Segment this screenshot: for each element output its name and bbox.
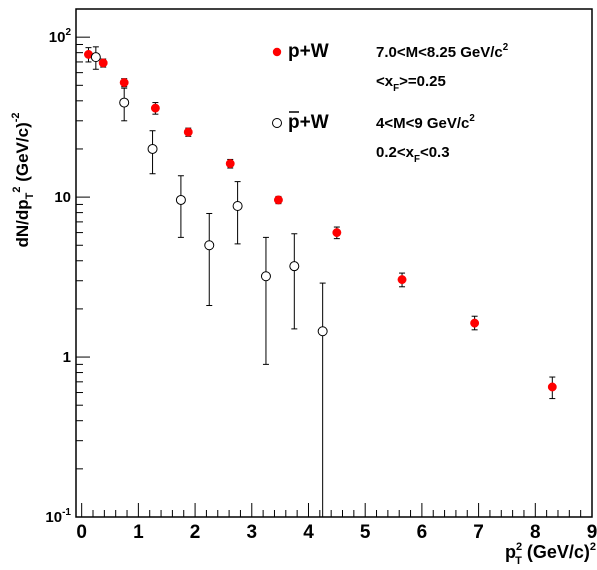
- pw-point: [183, 127, 193, 137]
- pw-point: [332, 228, 342, 238]
- pbarw-error-bar: [177, 175, 184, 238]
- axis-ticks: [76, 36, 593, 518]
- pbarw-point: [90, 52, 101, 63]
- legend: p+W 7.0<M<8.25 GeV/c2 <xF>=0.25 p+W 4<M<9 Ge…: [272, 41, 509, 165]
- pbarw-error-bar: [319, 282, 326, 517]
- pw-point: [225, 159, 235, 169]
- y-tick-label: 10: [54, 189, 71, 206]
- x-tick-label: 7: [473, 522, 484, 543]
- x-tick-label: 9: [587, 522, 597, 543]
- pw-point: [150, 103, 160, 113]
- pw-point: [273, 195, 283, 205]
- pbarw-point: [175, 194, 186, 205]
- markers: [84, 49, 557, 392]
- legend-series-name: p+W: [288, 112, 329, 133]
- y-axis-label: dN/dpT2 (GeV/c)-2: [10, 112, 36, 247]
- legend-series-name: p+W: [288, 41, 329, 62]
- pbarw-error-bar: [262, 236, 269, 365]
- x-tick-label: 4: [303, 522, 314, 543]
- pbarw-point: [289, 261, 300, 272]
- pw-point: [547, 382, 557, 392]
- legend-marker-pbarw: [272, 118, 282, 128]
- x-axis-label: p2 T (GeV/c)2: [505, 541, 596, 567]
- x-tick-label: 2: [190, 522, 201, 543]
- y-tick-label: 1: [63, 349, 71, 366]
- pbarw-error-bar: [206, 212, 213, 307]
- pw-point: [98, 58, 108, 68]
- x-tick-label: 8: [530, 522, 541, 543]
- pbarw-point: [147, 143, 158, 154]
- y-axis-title: dN/dpT2 (GeV/c)-2: [10, 112, 36, 247]
- pw-point: [397, 275, 407, 285]
- pbarw-point: [232, 200, 243, 211]
- legend-condition: 7.0<M<8.25 GeV/c2: [376, 42, 509, 61]
- x-axis-title: p2 T (GeV/c)2: [505, 541, 596, 567]
- plot-frame: [75, 8, 593, 518]
- pbarw-point: [119, 97, 130, 108]
- pw-point: [119, 78, 129, 88]
- pw-point: [470, 318, 480, 328]
- legend-marker-pw: [272, 47, 282, 57]
- x-tick-label: 5: [360, 522, 371, 543]
- pbarw-error-bar: [291, 233, 298, 330]
- pbarw-point: [260, 271, 271, 282]
- x-tick-label: 3: [246, 522, 257, 543]
- pbarw-point: [317, 326, 328, 337]
- pbarw-point: [204, 240, 215, 251]
- x-tick-label: 1: [133, 522, 144, 543]
- y-tick-label: 102: [49, 27, 72, 46]
- y-tick-label: 10-1: [45, 507, 71, 526]
- legend-condition: <xF>=0.25: [376, 73, 446, 94]
- pbarw-error-bar: [234, 181, 241, 245]
- x-tick-label: 6: [417, 522, 428, 543]
- legend-condition: 0.2<xF<0.3: [376, 144, 450, 165]
- legend-condition: 4<M<9 GeV/c2: [376, 113, 475, 132]
- x-tick-label: 0: [76, 522, 87, 543]
